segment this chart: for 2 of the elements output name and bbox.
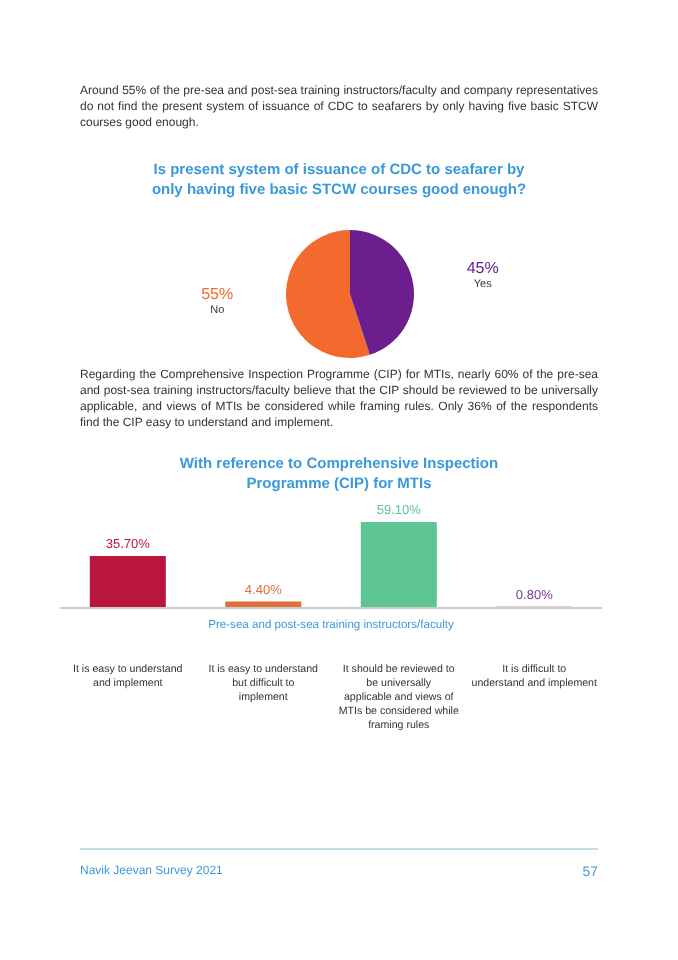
data-label: 55% [201, 285, 234, 304]
data-label: 45% [466, 258, 499, 277]
